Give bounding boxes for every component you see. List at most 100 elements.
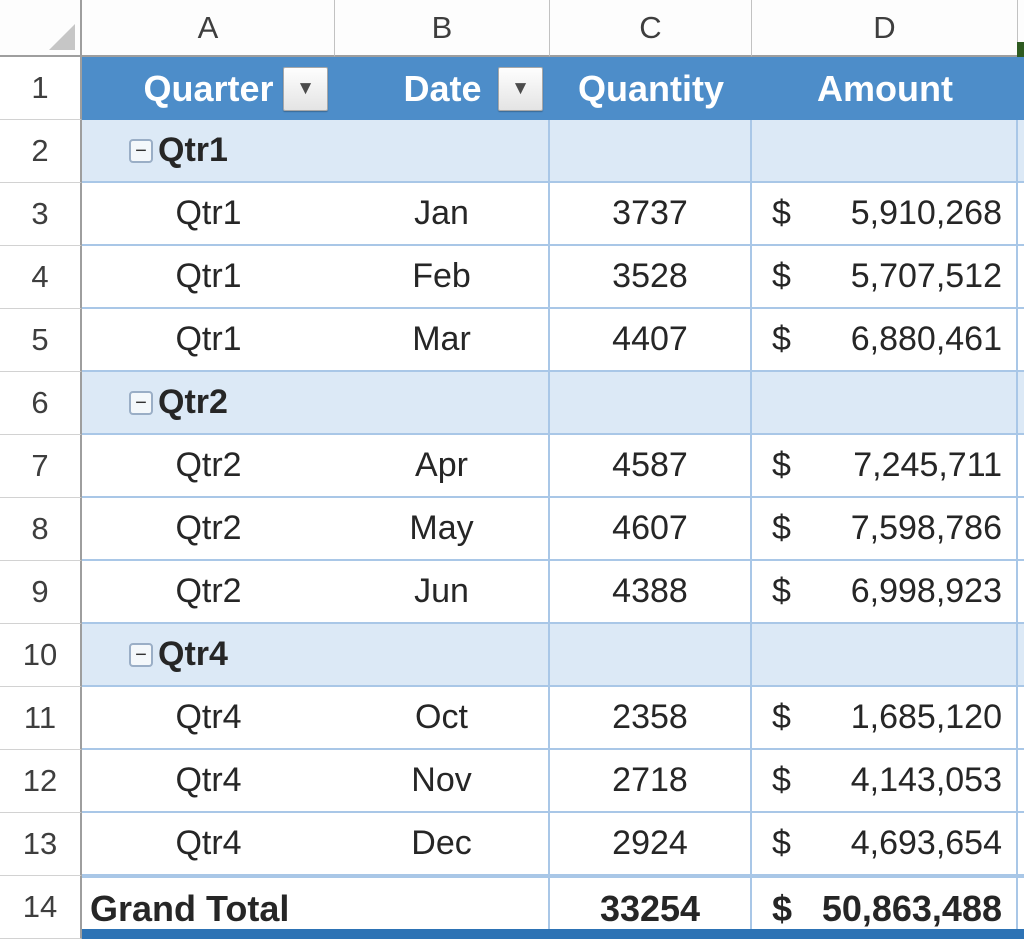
date-cell[interactable]: Jan [335, 183, 550, 246]
quantity-cell[interactable]: 3528 [550, 246, 752, 309]
group-cell[interactable]: − Qtr4 [82, 624, 335, 687]
quantity-cell[interactable]: 2718 [550, 750, 752, 813]
quantity-cell[interactable] [550, 372, 752, 435]
row-6: 6 − Qtr2 [0, 372, 1024, 435]
quantity-cell[interactable]: 3737 [550, 183, 752, 246]
group-cell[interactable]: − Qtr2 [82, 372, 335, 435]
quarter-header-label: Quarter [143, 67, 274, 109]
quarter-value: Qtr2 [175, 572, 242, 610]
month-value: May [409, 509, 474, 547]
date-cell[interactable]: Apr [335, 435, 550, 498]
row-header-2[interactable]: 2 [0, 120, 82, 183]
row-header-1[interactable]: 1 [0, 57, 82, 120]
amount-cell[interactable] [752, 372, 1018, 435]
edge-cell [1018, 309, 1024, 372]
group-label: Qtr1 [158, 131, 228, 169]
quantity-cell[interactable] [550, 120, 752, 183]
quarter-header-cell[interactable]: Quarter ▼ [82, 57, 335, 120]
quantity-cell[interactable] [550, 624, 752, 687]
amount-value: 4,143,053 [850, 761, 1002, 799]
quarter-filter-button[interactable]: ▼ [283, 66, 328, 111]
filter-arrow-icon: ▼ [296, 77, 315, 99]
date-cell[interactable]: Jun [335, 561, 550, 624]
date-cell[interactable]: Nov [335, 750, 550, 813]
amount-cell[interactable] [752, 120, 1018, 183]
quarter-cell[interactable]: Qtr1 [82, 309, 335, 372]
amount-cell[interactable]: $ 1,685,120 [752, 687, 1018, 750]
date-filter-button[interactable]: ▼ [498, 66, 543, 111]
row-header-13[interactable]: 13 [0, 813, 82, 876]
quarter-cell[interactable]: Qtr2 [82, 435, 335, 498]
amount-cell[interactable]: $ 6,998,923 [752, 561, 1018, 624]
date-cell[interactable]: Dec [335, 813, 550, 876]
row-10: 10 − Qtr4 [0, 624, 1024, 687]
date-cell[interactable] [335, 372, 550, 435]
collapse-button[interactable]: − [129, 138, 153, 163]
row-header-11[interactable]: 11 [0, 687, 82, 750]
quarter-cell[interactable]: Qtr4 [82, 750, 335, 813]
amount-value: 7,598,786 [850, 509, 1002, 547]
currency-symbol: $ [772, 509, 791, 547]
amount-cell[interactable]: $ 7,245,711 [752, 435, 1018, 498]
amount-cell[interactable]: $ 5,707,512 [752, 246, 1018, 309]
date-header-cell[interactable]: Date ▼ [335, 57, 550, 120]
date-cell[interactable] [335, 624, 550, 687]
row-header-4[interactable]: 4 [0, 246, 82, 309]
amount-cell[interactable]: $ 6,880,461 [752, 309, 1018, 372]
date-cell[interactable]: Oct [335, 687, 550, 750]
amount-cell[interactable] [752, 624, 1018, 687]
row-header-6[interactable]: 6 [0, 372, 82, 435]
grand-total-amount: 50,863,488 [821, 887, 1002, 929]
row-header-3[interactable]: 3 [0, 183, 82, 246]
date-cell[interactable]: Mar [335, 309, 550, 372]
quantity-header-cell[interactable]: Quantity [550, 57, 752, 120]
date-cell[interactable]: May [335, 498, 550, 561]
sheet-edge-notch [1017, 42, 1024, 57]
row-header-10[interactable]: 10 [0, 624, 82, 687]
edge-cell [1018, 561, 1024, 624]
row-header-14[interactable]: 14 [0, 876, 82, 939]
quarter-cell[interactable]: Qtr2 [82, 498, 335, 561]
column-header-b[interactable]: B [335, 0, 550, 57]
amount-header-cell[interactable]: Amount [752, 57, 1018, 120]
grand-total-label: Grand Total [90, 887, 290, 929]
date-header-label: Date [403, 67, 482, 109]
amount-cell[interactable]: $ 7,598,786 [752, 498, 1018, 561]
grand-total-amount-cell[interactable]: $ 50,863,488 [752, 876, 1018, 939]
amount-cell[interactable]: $ 5,910,268 [752, 183, 1018, 246]
column-header-a[interactable]: A [82, 0, 335, 57]
quantity-cell[interactable]: 4607 [550, 498, 752, 561]
column-header-c[interactable]: C [550, 0, 752, 57]
quarter-cell[interactable]: Qtr4 [82, 813, 335, 876]
date-cell[interactable] [335, 120, 550, 183]
quarter-value: Qtr2 [175, 446, 242, 484]
collapse-button[interactable]: − [129, 642, 153, 667]
grand-total-label-cell[interactable]: Grand Total [82, 876, 335, 939]
select-all-corner[interactable] [0, 0, 82, 57]
group-cell[interactable]: − Qtr1 [82, 120, 335, 183]
date-cell[interactable]: Feb [335, 246, 550, 309]
row-header-9[interactable]: 9 [0, 561, 82, 624]
quarter-cell[interactable]: Qtr2 [82, 561, 335, 624]
grand-total-quantity-cell[interactable]: 33254 [550, 876, 752, 939]
quantity-cell[interactable]: 4407 [550, 309, 752, 372]
date-cell[interactable] [335, 876, 550, 939]
amount-cell[interactable]: $ 4,143,053 [752, 750, 1018, 813]
quarter-cell[interactable]: Qtr1 [82, 183, 335, 246]
amount-cell[interactable]: $ 4,693,654 [752, 813, 1018, 876]
collapse-button[interactable]: − [129, 390, 153, 415]
quarter-cell[interactable]: Qtr4 [82, 687, 335, 750]
row-header-12[interactable]: 12 [0, 750, 82, 813]
month-value: Nov [411, 761, 472, 799]
row-header-8[interactable]: 8 [0, 498, 82, 561]
row-header-5[interactable]: 5 [0, 309, 82, 372]
quarter-cell[interactable]: Qtr1 [82, 246, 335, 309]
row-header-7[interactable]: 7 [0, 435, 82, 498]
amount-value: 6,998,923 [850, 572, 1002, 610]
quantity-cell[interactable]: 4388 [550, 561, 752, 624]
column-header-d[interactable]: D [752, 0, 1018, 57]
quantity-cell[interactable]: 2358 [550, 687, 752, 750]
quantity-cell[interactable]: 4587 [550, 435, 752, 498]
quantity-cell[interactable]: 2924 [550, 813, 752, 876]
column-header-row: A B C D [0, 0, 1024, 57]
